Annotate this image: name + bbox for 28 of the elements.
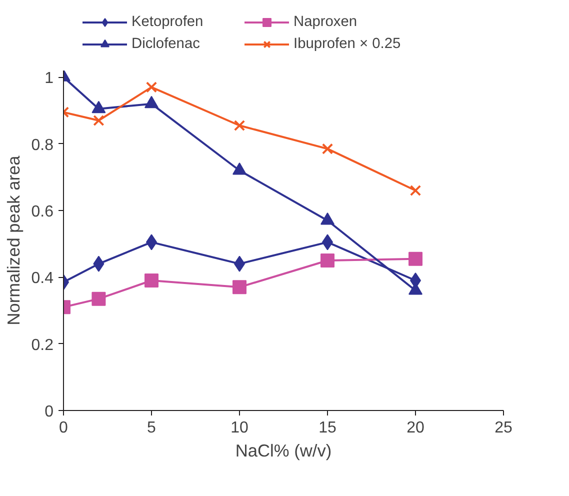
x-tick-label: 0 xyxy=(59,420,68,436)
x-tick-label: 10 xyxy=(230,420,248,436)
x-axis-title: NaCl% (w/v) xyxy=(235,440,332,460)
y-axis-title: Normalized peak area xyxy=(3,155,24,326)
x-tick-label: 15 xyxy=(318,420,336,436)
point xyxy=(146,82,158,93)
y-tick-label: 0 xyxy=(44,404,54,420)
point xyxy=(320,254,334,268)
point xyxy=(93,114,104,126)
point xyxy=(322,143,334,154)
y-tick-label: 1 xyxy=(44,70,54,88)
y-tick-label: 0.2 xyxy=(31,336,54,354)
legend-label: Diclofenac xyxy=(132,36,201,52)
point xyxy=(408,252,422,266)
x-tick-label: 5 xyxy=(147,420,156,436)
legend-label: Naproxen xyxy=(294,14,358,30)
y-tick-label: 0.8 xyxy=(31,136,54,154)
point xyxy=(144,274,158,288)
legend-label: Ibuprofen × 0.25 xyxy=(294,36,402,52)
point xyxy=(92,292,106,306)
y-tick-label: 0.4 xyxy=(31,270,54,288)
point xyxy=(410,184,422,196)
point xyxy=(234,120,246,132)
point xyxy=(232,280,246,294)
x-tick-label: 25 xyxy=(494,420,512,436)
x-tick-label: 20 xyxy=(406,420,424,436)
y-tick-label: 0.6 xyxy=(31,204,54,220)
legend-label: Ketoprofen xyxy=(132,14,204,30)
